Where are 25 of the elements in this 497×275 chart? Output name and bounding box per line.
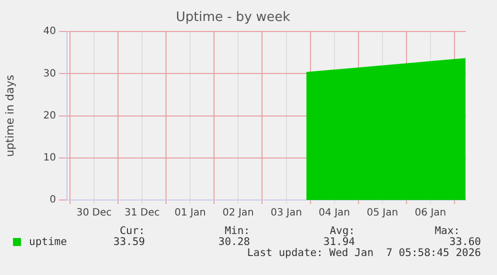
text: 33.60 [449,236,481,248]
text: Min: [224,225,250,237]
x-tick-label: 31 Dec [124,208,160,219]
x-tick-label: 04 Jan [318,208,350,219]
x-tick-label: 05 Jan [366,208,398,219]
y-tick-label: 10 [43,152,56,164]
text: Cur: [120,225,145,237]
y-tick-label: 0 [50,194,56,206]
text: 31.94 [323,236,355,248]
text: Max: [434,225,460,237]
text: Last update: Wed Jan 7 05:58:45 2026 [247,247,481,259]
x-tick-label: 03 Jan [270,208,302,219]
text: 33.59 [113,236,145,248]
y-tick-label: 40 [43,26,56,38]
legend-label: uptime [29,236,67,248]
text: 30.28 [218,236,250,248]
y-tick-label: 20 [43,110,56,122]
x-tick-label: 30 Dec [76,208,112,219]
y-tick-label: 30 [43,68,56,80]
chart-title: Uptime - by week [176,10,291,26]
x-tick-label: 02 Jan [222,208,254,219]
text: Avg: [330,225,355,237]
y-axis-title: uptime in days [3,74,16,157]
x-tick-label: 06 Jan [414,208,446,219]
x-tick-label: 01 Jan [174,208,206,219]
